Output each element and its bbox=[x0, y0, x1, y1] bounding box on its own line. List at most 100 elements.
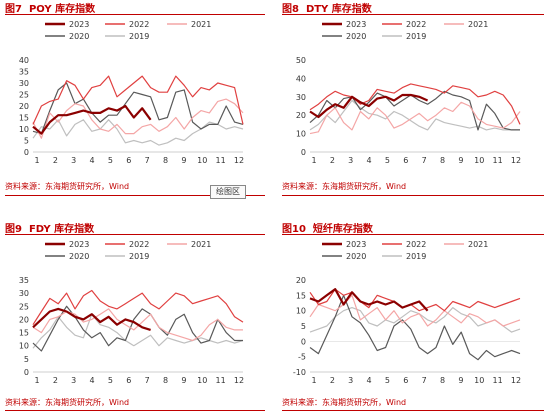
y-tick-label: 30 bbox=[19, 289, 29, 298]
legend-label: 2020 bbox=[69, 252, 89, 261]
y-tick-label: 10 bbox=[296, 307, 306, 316]
legend-item-2023: 2023 bbox=[45, 240, 89, 249]
series-line-2023 bbox=[32, 307, 151, 331]
series-line-2020 bbox=[309, 90, 520, 131]
legend-label: 2019 bbox=[129, 252, 149, 261]
x-tick-label: 8 bbox=[440, 156, 445, 165]
x-tick-label: 12 bbox=[234, 376, 244, 385]
x-tick-label: 3 bbox=[348, 156, 353, 165]
y-tick-label: 0 bbox=[24, 148, 29, 157]
legend-label: 2023 bbox=[346, 240, 366, 249]
x-tick-label: 10 bbox=[197, 156, 207, 165]
chart-panel-staple-fiber: 图10 短纤库存指数 2023 2022 2021 2020 2019 -10 -5 0 5 10… bbox=[282, 220, 547, 413]
chart-title: 图7 POY 库存指数 bbox=[5, 4, 96, 15]
x-tick-label: 4 bbox=[367, 376, 372, 385]
x-tick-label: 9 bbox=[458, 376, 463, 385]
legend-item-2020: 2020 bbox=[45, 252, 89, 261]
x-tick-label: 2 bbox=[53, 376, 58, 385]
y-tick-label: 40 bbox=[296, 74, 306, 83]
x-tick-label: 7 bbox=[145, 156, 150, 165]
x-tick-label: 1 bbox=[34, 376, 39, 385]
legend-item-2022: 2022 bbox=[105, 20, 149, 29]
legend-label: 2023 bbox=[69, 20, 89, 29]
y-tick-label: 30 bbox=[296, 93, 306, 102]
legend-label: 2022 bbox=[406, 240, 426, 249]
legend-item-2023: 2023 bbox=[45, 20, 89, 29]
y-tick-label: 35 bbox=[19, 276, 29, 285]
legend-item-2022: 2022 bbox=[105, 240, 149, 249]
legend-label: 2021 bbox=[468, 20, 488, 29]
legend-label: 2021 bbox=[191, 240, 211, 249]
series-line-2021 bbox=[309, 101, 521, 135]
y-tick-label: 35 bbox=[19, 68, 29, 77]
series-line-2019 bbox=[32, 313, 244, 349]
y-tick-label: 15 bbox=[19, 114, 29, 123]
x-tick-label: 6 bbox=[126, 376, 131, 385]
legend-label: 2022 bbox=[129, 240, 149, 249]
chart-panel-poy: 图7 POY 库存指数 2023 2022 2021 2020 2019 0 5 10 15 20… bbox=[5, 0, 270, 200]
legend-item-2020: 2020 bbox=[322, 252, 366, 261]
legend-item-2019: 2019 bbox=[105, 252, 149, 261]
y-tick-label: -5 bbox=[298, 353, 306, 362]
series-line-2023 bbox=[32, 104, 152, 135]
x-tick-label: 9 bbox=[181, 156, 186, 165]
chart-panel-dty: 图8 DTY 库存指数 2023 2022 2021 2020 2019 0 10 20 30 4… bbox=[282, 0, 547, 200]
legend-label: 2020 bbox=[346, 32, 366, 41]
source-divider bbox=[5, 410, 265, 411]
series-line-2020 bbox=[32, 305, 243, 352]
y-tick-label: 20 bbox=[19, 315, 29, 324]
series-line-2022 bbox=[32, 289, 244, 326]
legend-label: 2019 bbox=[129, 32, 149, 41]
y-tick-label: 30 bbox=[19, 79, 29, 88]
x-tick-label: 3 bbox=[71, 156, 76, 165]
title-divider bbox=[282, 234, 544, 235]
y-tick-label: 20 bbox=[19, 102, 29, 111]
title-divider bbox=[5, 14, 265, 15]
source-note: 资料来源：东海期货研究所，Wind bbox=[282, 182, 407, 191]
y-tick-label: 15 bbox=[296, 291, 306, 300]
chart-title: 图10 短纤库存指数 bbox=[282, 224, 373, 235]
x-tick-label: 7 bbox=[422, 156, 427, 165]
y-tick-label: 40 bbox=[19, 56, 29, 65]
source-note: 资料来源：东海期货研究所，Wind bbox=[282, 398, 407, 407]
y-tick-label: 25 bbox=[19, 91, 29, 100]
series-line-2023 bbox=[309, 288, 429, 312]
x-tick-label: 8 bbox=[163, 156, 168, 165]
series-line-2022 bbox=[309, 83, 521, 125]
y-tick-label: 10 bbox=[19, 125, 29, 134]
y-tick-label: 15 bbox=[19, 329, 29, 338]
x-tick-label: 1 bbox=[34, 156, 39, 165]
series-line-2022 bbox=[32, 75, 244, 125]
legend-item-2020: 2020 bbox=[45, 32, 89, 41]
chart-title: 图8 DTY 库存指数 bbox=[282, 4, 372, 15]
legend-item-2021: 2021 bbox=[167, 240, 211, 249]
title-divider bbox=[282, 14, 544, 15]
x-tick-label: 4 bbox=[367, 156, 372, 165]
legend-item-2021: 2021 bbox=[444, 20, 488, 29]
x-tick-label: 3 bbox=[348, 376, 353, 385]
legend-label: 2023 bbox=[346, 20, 366, 29]
x-tick-label: 12 bbox=[234, 156, 244, 165]
x-tick-label: 8 bbox=[163, 376, 168, 385]
x-tick-label: 10 bbox=[474, 156, 484, 165]
legend-item-2022: 2022 bbox=[382, 240, 426, 249]
x-tick-label: 3 bbox=[71, 376, 76, 385]
legend-item-2021: 2021 bbox=[444, 240, 488, 249]
x-tick-label: 6 bbox=[403, 376, 408, 385]
source-divider bbox=[5, 195, 265, 196]
y-tick-label: 5 bbox=[24, 137, 29, 146]
x-tick-label: 10 bbox=[474, 376, 484, 385]
series-line-2019 bbox=[32, 119, 244, 146]
legend-item-2022: 2022 bbox=[382, 20, 426, 29]
title-divider bbox=[5, 234, 265, 235]
x-tick-label: 9 bbox=[181, 376, 186, 385]
x-tick-label: 1 bbox=[311, 376, 316, 385]
plot-area-button[interactable]: 绘图区 bbox=[210, 185, 246, 199]
x-tick-label: 5 bbox=[385, 156, 390, 165]
x-tick-label: 2 bbox=[330, 376, 335, 385]
legend-item-2020: 2020 bbox=[322, 32, 366, 41]
x-tick-label: 12 bbox=[511, 156, 521, 165]
x-tick-label: 8 bbox=[440, 376, 445, 385]
